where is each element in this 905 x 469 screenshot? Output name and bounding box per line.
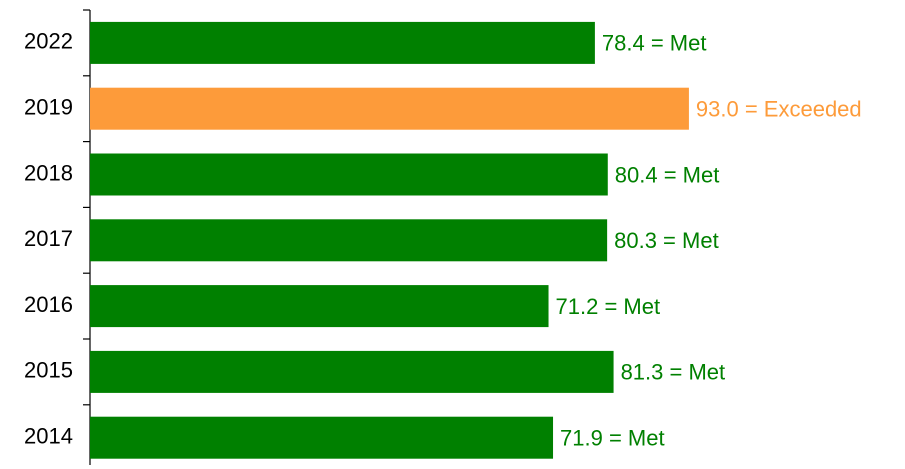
- y-tick-label: 2015: [24, 358, 73, 383]
- bar: [90, 87, 689, 130]
- data-label: 71.9 = Met: [560, 426, 665, 451]
- bar: [90, 350, 614, 393]
- bar: [90, 219, 608, 262]
- data-label: 71.2 = Met: [556, 294, 661, 319]
- y-tick-label: 2017: [24, 226, 73, 251]
- y-tick-label: 2019: [24, 95, 73, 120]
- data-label: 80.3 = Met: [614, 228, 719, 253]
- y-tick-label: 2014: [24, 424, 73, 449]
- data-label: 80.4 = Met: [615, 162, 720, 187]
- data-label: 93.0 = Exceeded: [696, 97, 862, 122]
- bar: [90, 416, 554, 459]
- bar: [90, 21, 595, 64]
- data-label: 78.4 = Met: [602, 31, 707, 56]
- bar: [90, 285, 549, 328]
- y-tick-label: 2018: [24, 160, 73, 185]
- data-label: 81.3 = Met: [621, 360, 726, 385]
- y-tick-label: 2022: [24, 29, 73, 54]
- y-tick-label: 2016: [24, 292, 73, 317]
- bar: [90, 153, 608, 196]
